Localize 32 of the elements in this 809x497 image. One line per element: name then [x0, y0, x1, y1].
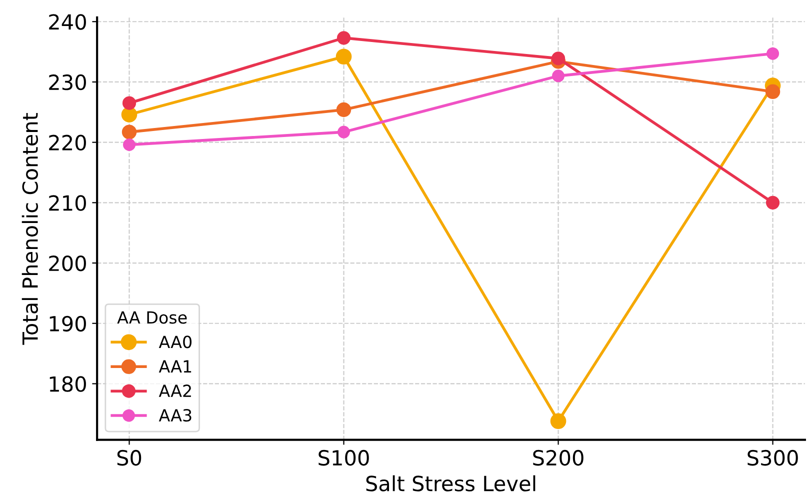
point: [122, 124, 137, 140]
y-tick-label: 240: [49, 14, 86, 30]
point: [550, 413, 566, 430]
y-tick-label: 210: [49, 195, 86, 211]
y-tick-label: 200: [49, 255, 86, 272]
point: [551, 52, 566, 66]
point: [336, 48, 352, 65]
point: [338, 126, 350, 138]
legend-label: AA2: [158, 384, 191, 397]
y-tick-label: 230: [49, 74, 86, 90]
x-tick-label: S100: [318, 450, 369, 466]
legend-label: AA1: [158, 360, 192, 372]
point: [765, 84, 780, 99]
legend-label: AA3: [158, 409, 192, 422]
y-tick-label: 220: [49, 134, 86, 151]
point: [336, 31, 351, 45]
x-tick-label: S0: [117, 450, 142, 466]
legend-title: AA Dose: [117, 311, 187, 324]
y-tick-label: 190: [50, 316, 86, 332]
point: [766, 47, 780, 60]
point: [552, 70, 565, 82]
point: [336, 102, 352, 118]
y-tick-label: 180: [50, 376, 86, 392]
point: [122, 96, 136, 110]
y-axis-title: Total Phenolic Content: [22, 112, 38, 345]
point: [121, 106, 138, 122]
point: [123, 138, 136, 151]
x-tick-label: S300: [748, 450, 798, 466]
x-axis-title: Salt Stress Level: [366, 475, 536, 492]
legend-label: AA0: [158, 336, 192, 348]
point: [766, 196, 780, 210]
x-tick-label: S200: [533, 450, 584, 466]
